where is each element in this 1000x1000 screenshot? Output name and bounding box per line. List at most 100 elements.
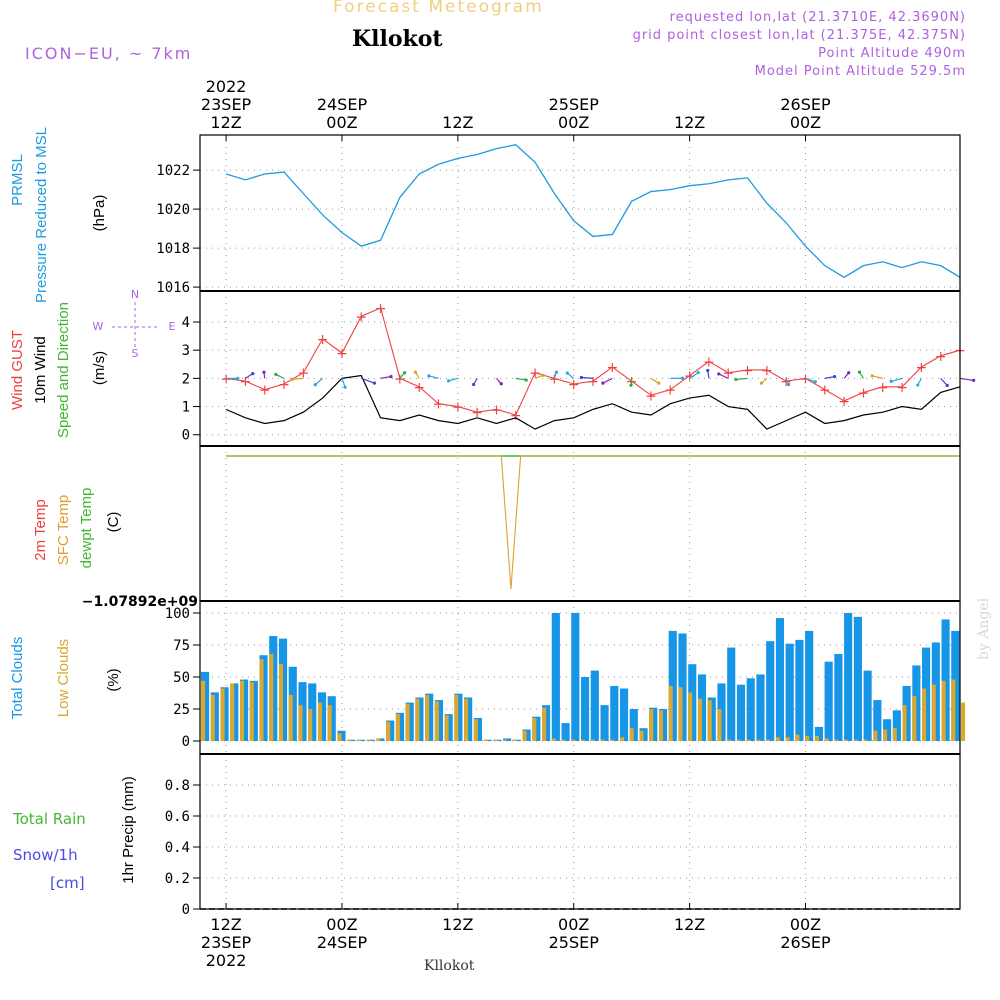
- low-cloud-bar: [639, 730, 644, 741]
- gust-marker: +: [297, 366, 309, 382]
- low-cloud-bar: [941, 680, 946, 741]
- wind-arrow-head: [372, 381, 376, 385]
- time-label-top: 00Z: [790, 113, 821, 132]
- wind-arrow-head: [403, 371, 407, 375]
- wind-direction-arrow: [428, 375, 439, 379]
- low-cloud-bar: [668, 685, 673, 741]
- low-cloud-bar: [844, 739, 849, 741]
- wind-arrow-head: [389, 374, 393, 379]
- low-cloud-bar: [795, 734, 800, 741]
- time-label-bottom: 00Z: [326, 915, 357, 934]
- wind-arrow-head: [972, 378, 976, 383]
- low-cloud-bar: [522, 730, 527, 741]
- temperature-ylabel: (C): [105, 512, 122, 533]
- low-cloud-bar: [600, 739, 605, 741]
- low-cloud-bar: [756, 739, 761, 741]
- wind-direction-arrow: [602, 377, 613, 384]
- low-cloud-bar: [902, 705, 907, 741]
- low-cloud-bar: [824, 738, 829, 741]
- gust-marker: +: [703, 354, 715, 370]
- low-cloud-bar: [512, 739, 517, 741]
- gust-marker: +: [780, 374, 792, 390]
- wind-arrow-head: [601, 381, 605, 385]
- wind-tick-label: 2: [182, 371, 190, 387]
- gust-marker: +: [529, 366, 541, 382]
- low-cloud-bar: [493, 739, 498, 741]
- low-cloud-bar: [434, 701, 439, 741]
- wind-arrow-head: [786, 382, 791, 387]
- point-altitude: Point Altitude 490m: [818, 46, 966, 61]
- low-cloud-bar: [473, 719, 478, 741]
- precip-title-snow: Snow/1h: [13, 846, 78, 864]
- total-cloud-bar: [951, 630, 960, 741]
- model-altitude: Model Point Altitude 529.5m: [754, 64, 966, 79]
- low-cloud-bar: [951, 679, 956, 741]
- pressure-series-line: [225, 144, 961, 279]
- cloud-tick-label: 25: [173, 702, 190, 718]
- low-cloud-bar: [678, 687, 683, 741]
- wind-arrow-head: [290, 377, 294, 381]
- precip-tick-label: 0.2: [165, 871, 190, 887]
- wind10m-series-line: [225, 374, 961, 430]
- total-cloud-bar: [941, 619, 950, 741]
- wind-arrow-head: [579, 375, 584, 380]
- gust-marker: +: [394, 371, 406, 387]
- wind-direction-arrow: [515, 377, 527, 381]
- wind-title-gust: Wind GUST: [9, 330, 26, 410]
- low-cloud-bar: [356, 739, 361, 741]
- wind-direction-arrow: [380, 375, 392, 379]
- wind-arrow-head: [541, 373, 545, 377]
- wind-arrow-head: [847, 371, 851, 375]
- cloud-tick-label: 50: [173, 670, 190, 686]
- time-label-top: 00Z: [326, 113, 357, 132]
- wind-arrow-head: [832, 374, 837, 379]
- time-label-top: 2022: [206, 77, 247, 96]
- wind-direction-arrow: [805, 377, 816, 383]
- low-cloud-bar: [210, 694, 215, 741]
- low-cloud-bar: [746, 739, 751, 741]
- total-cloud-bar: [512, 739, 521, 741]
- wind-arrow-head: [524, 378, 528, 382]
- gust-marker: +: [645, 388, 657, 404]
- low-cloud-bar: [961, 702, 966, 741]
- total-cloud-bar: [610, 685, 619, 741]
- total-cloud-bar: [668, 630, 677, 741]
- footer-location: Kllokot: [424, 958, 475, 974]
- low-cloud-bar: [571, 739, 576, 741]
- low-cloud-bar: [542, 707, 547, 741]
- low-cloud-bar: [727, 739, 732, 741]
- low-cloud-bar: [532, 717, 537, 741]
- low-cloud-bar: [912, 696, 917, 741]
- pressure-tick-label: 1016: [156, 280, 190, 296]
- low-cloud-bar: [551, 738, 556, 741]
- wind-arrow-head: [870, 374, 874, 378]
- time-label-bottom: 00Z: [558, 915, 589, 934]
- low-cloud-bar: [590, 739, 595, 741]
- low-cloud-bar: [395, 714, 400, 741]
- total-cloud-bar: [600, 705, 609, 741]
- total-cloud-bar: [561, 723, 570, 741]
- gust-marker: +: [240, 374, 252, 390]
- wind-arrow-head: [446, 379, 451, 383]
- panel-frame: [199, 445, 961, 602]
- gust-marker: +: [336, 346, 348, 362]
- wind-arrow-head: [759, 381, 764, 385]
- precip-tick-label: 0.6: [165, 809, 190, 825]
- low-cloud-bar: [717, 709, 722, 741]
- low-cloud-bar: [610, 739, 615, 741]
- wind-arrow-head: [657, 381, 661, 385]
- wind-arrow-head: [554, 370, 559, 374]
- total-cloud-bar: [551, 613, 560, 741]
- wind-direction-arrow: [940, 377, 948, 386]
- super-title: Forecast Meteogram: [333, 0, 544, 17]
- low-cloud-bar: [805, 735, 810, 741]
- gust-marker: +: [858, 385, 870, 401]
- gust-marker: +: [606, 360, 618, 376]
- wind-direction-arrow: [824, 375, 835, 379]
- low-cloud-bar: [834, 739, 839, 741]
- cloud-tick-label: 100: [165, 606, 190, 622]
- low-cloud-bar: [863, 739, 868, 741]
- low-cloud-bar: [775, 737, 780, 741]
- total-cloud-bar: [863, 670, 872, 741]
- precip-title-rain: Total Rain: [12, 810, 86, 828]
